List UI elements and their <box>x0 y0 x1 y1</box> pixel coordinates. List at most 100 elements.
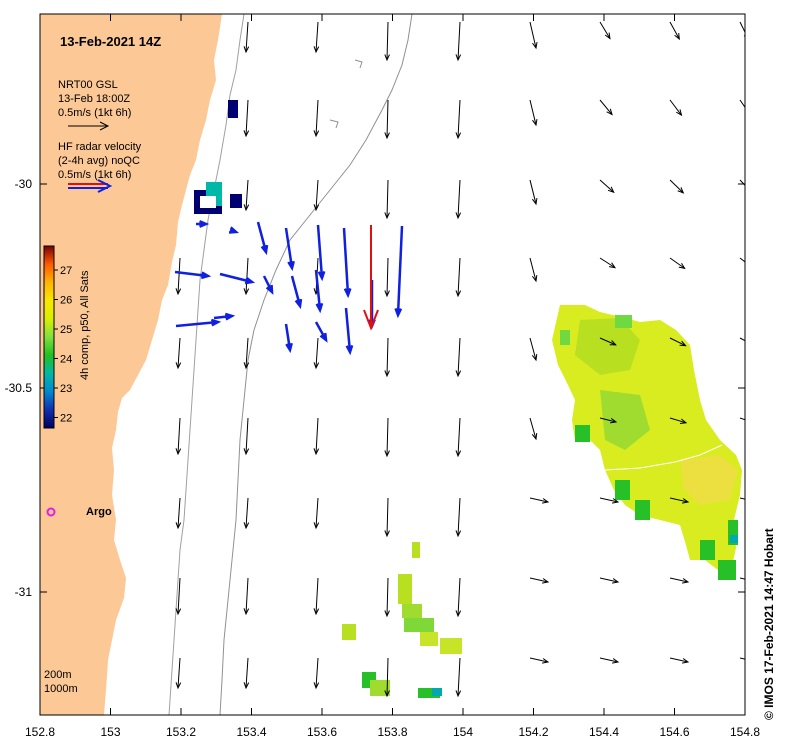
model-arrow <box>739 577 745 580</box>
depth-label-200m: 200m <box>44 669 72 681</box>
colorbar-tick-label: 22 <box>60 413 72 425</box>
model-arrow <box>455 657 462 698</box>
model-arrow <box>175 257 182 296</box>
model-arrow <box>739 99 745 109</box>
legend-radar-avg: (2-4h avg) noQC <box>58 155 140 167</box>
model-arrow <box>529 179 538 206</box>
isobath-1000m <box>219 14 413 715</box>
model-arrow <box>313 417 320 456</box>
radar-arrow <box>228 226 240 234</box>
radar-arrow <box>174 270 212 280</box>
model-arrow <box>175 337 182 370</box>
model-arrow <box>529 657 550 664</box>
model-arrow <box>313 657 320 690</box>
legend-model-scale: 0.5m/s (1kt 6h) <box>58 107 131 119</box>
x-tick-label: 154.8 <box>730 725 760 739</box>
model-arrow <box>669 21 680 41</box>
argo-label: Argo <box>86 506 112 518</box>
model-arrow <box>455 179 462 220</box>
argo-marker <box>46 507 56 517</box>
model-arrow <box>599 21 611 40</box>
x-tick-label: 153.2 <box>166 725 196 739</box>
colorbar-tick-label: 26 <box>60 295 72 307</box>
model-arrow <box>529 577 550 584</box>
radar-arrow <box>314 269 324 314</box>
model-arrow <box>599 257 617 269</box>
radar-arrow <box>284 227 295 272</box>
model-arrow <box>669 417 688 424</box>
legend-model-arrow <box>68 121 110 131</box>
radar-arrow <box>342 227 352 299</box>
legend-model-name: NRT00 GSL <box>58 79 118 91</box>
model-arrow <box>669 257 686 270</box>
colorbar-tick-label: 25 <box>60 324 72 336</box>
model-arrow <box>175 577 182 616</box>
model-arrow <box>455 99 462 140</box>
radar-arrow <box>213 312 236 321</box>
x-tick-label: 153 <box>100 725 120 739</box>
model-arrow <box>455 497 462 538</box>
x-tick-label: 153.8 <box>377 725 407 739</box>
sst-patch-east <box>552 305 742 580</box>
model-arrow <box>243 21 250 54</box>
y-axis: -30 -30.5 -31 <box>5 177 745 599</box>
model-arrow <box>384 497 390 538</box>
model-arrow <box>455 577 462 618</box>
model-arrow <box>739 21 745 37</box>
model-arrow <box>384 179 390 220</box>
radar-arrow <box>284 323 293 354</box>
legend-model-time: 13-Feb 18:00Z <box>58 93 130 105</box>
x-tick-label: 154 <box>453 725 473 739</box>
model-arrow <box>669 577 690 584</box>
model-arrow <box>243 577 250 616</box>
footer-credit: © IMOS 17-Feb-2021 14:47 Hobart <box>762 528 776 720</box>
colorbar-ticks: 27 26 25 24 23 22 <box>54 265 72 425</box>
model-arrow <box>739 257 745 263</box>
colorbar-label: 4h comp, p50, All Sats <box>79 270 91 380</box>
colorbar-tick-label: 27 <box>60 265 72 277</box>
model-arrow <box>739 657 745 660</box>
radar-arrow <box>290 275 303 310</box>
colorbar-tick-label: 24 <box>60 354 72 366</box>
isobath-200m <box>168 14 245 715</box>
x-tick-label: 153.4 <box>236 725 266 739</box>
isobath-1000m-notch <box>329 59 363 129</box>
model-arrow <box>599 497 620 504</box>
x-axis: 152.8 153 153.2 153.4 153.6 153.8 154 154.2 154.… <box>25 14 760 739</box>
y-tick-label: -30 <box>15 177 33 191</box>
radar-arrow <box>344 307 354 356</box>
y-tick-label: -31 <box>15 585 33 599</box>
model-arrow <box>599 179 615 194</box>
radar-arrow <box>219 272 256 285</box>
highlight-radar-arrow <box>363 225 379 331</box>
model-arrow <box>384 257 390 298</box>
model-arrow <box>243 337 250 370</box>
land-mass <box>40 14 222 715</box>
x-tick-label: 154.6 <box>659 725 689 739</box>
radar-arrow <box>314 321 328 343</box>
model-arrow <box>529 257 538 283</box>
model-arrow <box>529 497 550 504</box>
model-arrow <box>455 417 462 458</box>
sst-patch-coast <box>194 100 242 214</box>
model-arrow <box>384 657 390 698</box>
model-arrow <box>175 417 182 456</box>
y-tick-label: -30.5 <box>5 381 33 395</box>
model-arrow <box>384 577 390 618</box>
model-arrow <box>455 21 462 62</box>
model-arrow <box>313 21 320 54</box>
model-arrow <box>669 99 683 117</box>
model-arrow <box>313 179 320 212</box>
colorbar <box>43 245 55 429</box>
model-arrow <box>529 99 538 127</box>
sst-patch-south <box>342 542 462 698</box>
x-tick-label: 154.2 <box>518 725 548 739</box>
model-arrow <box>455 337 462 378</box>
radar-arrow <box>196 220 210 228</box>
model-arrow <box>739 417 745 421</box>
patch-contour <box>604 444 723 471</box>
model-arrow <box>384 337 390 378</box>
model-arrow <box>669 497 690 504</box>
legend-radar-arrow <box>68 179 113 193</box>
